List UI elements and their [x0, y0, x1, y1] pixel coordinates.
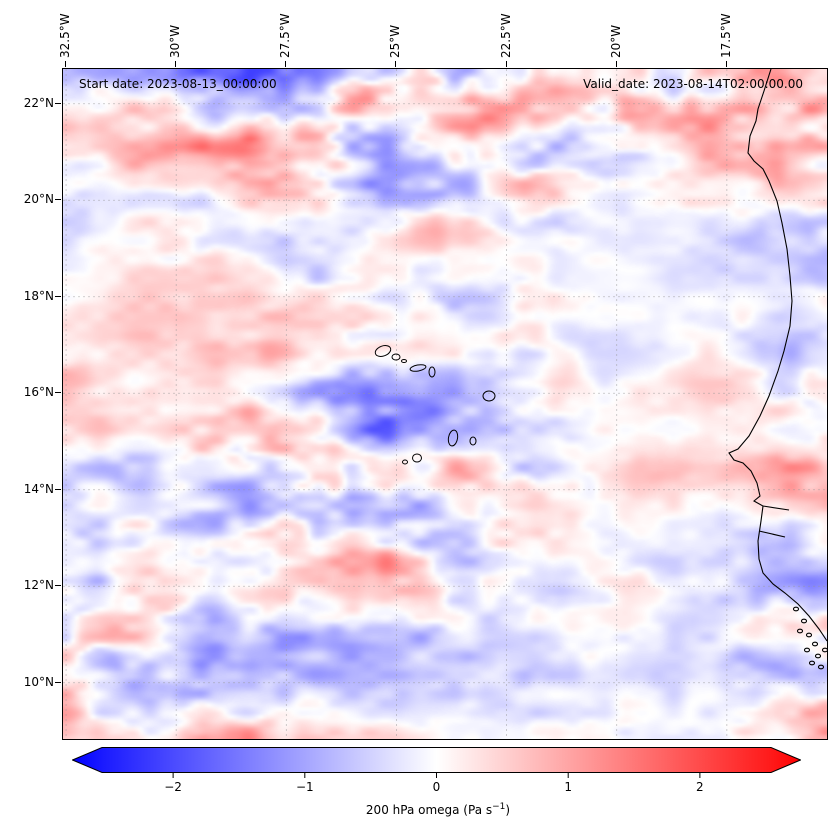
- x-tick-label: 17.5°W: [718, 13, 733, 58]
- x-tick-mark: [65, 61, 67, 67]
- y-tick-label: 12°N: [23, 578, 54, 593]
- y-tick-mark: [55, 392, 61, 394]
- y-tick-mark: [55, 199, 61, 201]
- x-tick-label: 25°W: [388, 24, 403, 58]
- x-tick-label: 32.5°W: [58, 13, 73, 58]
- y-tick-label: 18°N: [23, 288, 54, 303]
- y-tick-mark: [55, 585, 61, 587]
- y-tick-label: 14°N: [23, 481, 54, 496]
- valid-date-label: Valid_date: 2023-08-14T02:00:00.00: [583, 77, 803, 91]
- y-tick-mark: [55, 681, 61, 683]
- colorbar-body: [71, 747, 802, 773]
- x-tick-mark: [725, 61, 727, 67]
- cape-verde-islands: [374, 345, 496, 465]
- y-tick-label: 22°N: [23, 95, 54, 110]
- y-tick-label: 10°N: [23, 674, 54, 689]
- colorbar-label-superscript: −1: [492, 802, 506, 812]
- colorbar-label: 200 hPa omega (Pa s−1): [283, 802, 593, 817]
- colorbar-tick-label: −2: [164, 780, 182, 794]
- x-tick-label: 20°W: [608, 24, 623, 58]
- x-tick-mark: [615, 61, 617, 67]
- colorbar-tick-label: 0: [432, 780, 441, 794]
- y-tick-mark: [55, 102, 61, 104]
- colorbar-tick-marks: [172, 773, 701, 778]
- x-tick-mark: [505, 61, 507, 67]
- map-plot-area: Start date: 2023-08-13_00:00:00 Valid_da…: [62, 68, 828, 740]
- colorbar-tick-label: −1: [295, 780, 314, 794]
- colorbar-label-suffix: ): [505, 803, 511, 817]
- y-tick-mark: [55, 488, 61, 490]
- start-date-label: Start date: 2023-08-13_00:00:00: [79, 77, 277, 91]
- y-tick-label: 20°N: [23, 192, 54, 207]
- x-tick-mark: [285, 61, 287, 67]
- map-overlay: [63, 69, 827, 739]
- colorbar-label-text: 200 hPa omega (Pa s: [365, 803, 493, 817]
- x-tick-label: 30°W: [168, 24, 183, 58]
- x-tick-mark: [175, 61, 177, 67]
- y-tick-mark: [55, 295, 61, 297]
- x-tick-mark: [395, 61, 397, 67]
- colorbar: [71, 747, 802, 780]
- west-africa-coastline: [728, 69, 827, 670]
- y-tick-label: 16°N: [23, 385, 54, 400]
- omega-field-heatmap: [63, 69, 827, 739]
- colorbar-tick-label: 2: [696, 780, 704, 794]
- graticule-gridlines: [63, 69, 827, 739]
- x-tick-label: 27.5°W: [278, 13, 293, 58]
- x-tick-label: 22.5°W: [498, 13, 513, 58]
- colorbar-tick-label: 1: [564, 780, 572, 794]
- colorbar-gradient-bar: [71, 747, 802, 778]
